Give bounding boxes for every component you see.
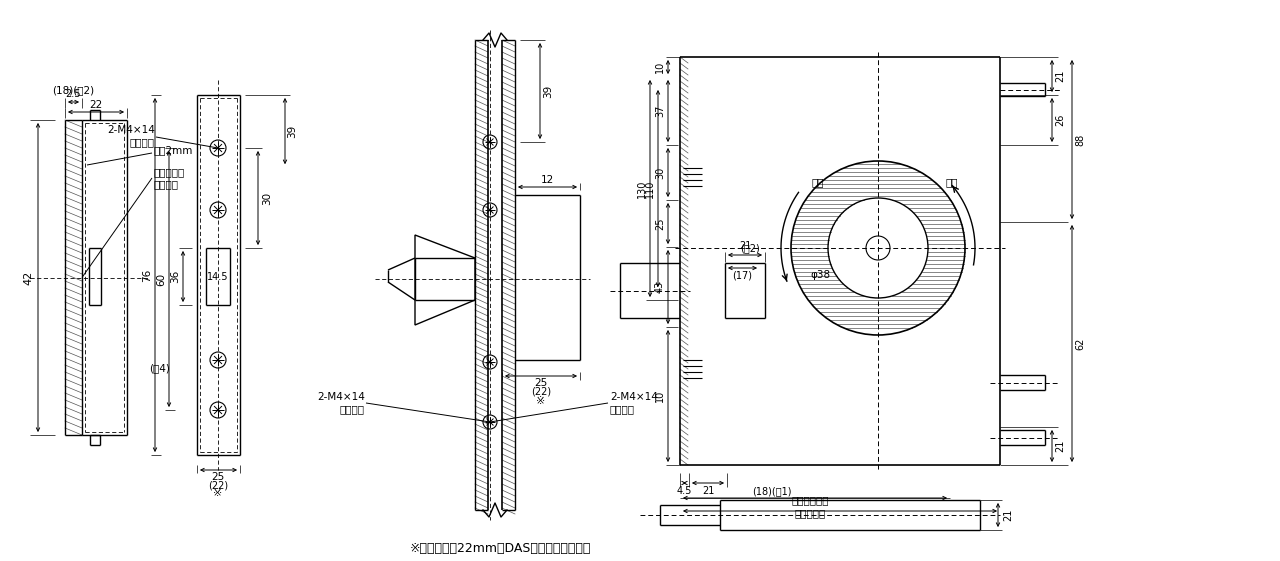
Text: 42: 42 [23, 270, 33, 284]
Text: (注2): (注2) [740, 243, 760, 253]
Text: 4.5: 4.5 [677, 486, 692, 496]
Text: センター: センター [154, 179, 178, 189]
Text: ※: ※ [214, 488, 223, 498]
Text: 62: 62 [1075, 337, 1085, 350]
Text: 25: 25 [534, 378, 548, 388]
Text: 21: 21 [739, 241, 751, 251]
Text: 2.5: 2.5 [65, 89, 81, 99]
Text: 36: 36 [170, 270, 180, 283]
Text: 解錠: 解錠 [812, 177, 824, 187]
Text: 60: 60 [156, 273, 166, 286]
Text: (22): (22) [207, 480, 228, 490]
Text: 21: 21 [1004, 509, 1012, 521]
Text: 21: 21 [1055, 440, 1065, 452]
Text: ※: ※ [536, 396, 545, 406]
Text: 12: 12 [541, 175, 554, 185]
Text: 76: 76 [142, 268, 152, 282]
Text: ※フロント幁22mmはDAS型の場合を示す。: ※フロント幁22mmはDAS型の場合を示す。 [410, 542, 590, 555]
Text: 14.5: 14.5 [207, 272, 229, 282]
Text: 88: 88 [1075, 134, 1085, 146]
Text: (18)(注2): (18)(注2) [52, 85, 93, 95]
Text: 43: 43 [655, 281, 666, 293]
Text: (22): (22) [531, 387, 552, 397]
Text: ケース深さ: ケース深さ [795, 508, 826, 518]
Text: 21: 21 [701, 486, 714, 496]
Text: 25: 25 [655, 217, 666, 230]
Text: 10: 10 [655, 61, 666, 73]
Text: 板厚2mm: 板厚2mm [154, 145, 192, 155]
Text: 30: 30 [262, 191, 273, 205]
Text: (17): (17) [732, 270, 753, 280]
Text: 30: 30 [655, 167, 666, 178]
Text: バックセット: バックセット [791, 495, 828, 505]
Text: 39: 39 [543, 84, 553, 98]
Text: 皿小ねじ: 皿小ねじ [131, 137, 155, 147]
Text: 130: 130 [637, 180, 646, 197]
Text: 37: 37 [655, 105, 666, 117]
Text: (18)(注1): (18)(注1) [753, 486, 792, 496]
Text: シリンダー: シリンダー [154, 167, 184, 177]
Text: 2-M4×14: 2-M4×14 [317, 392, 365, 402]
Text: (注4): (注4) [150, 363, 170, 373]
Text: 39: 39 [287, 125, 297, 137]
Text: 22: 22 [90, 100, 102, 110]
Text: 25: 25 [211, 472, 224, 482]
Text: 110: 110 [645, 180, 655, 197]
Text: 皿小ねじ: 皿小ねじ [340, 404, 365, 414]
Text: 10: 10 [655, 390, 666, 402]
Text: 2-M4×14: 2-M4×14 [108, 125, 155, 135]
Text: 26: 26 [1055, 114, 1065, 126]
Text: 施錠: 施錠 [946, 177, 959, 187]
Text: 2-M4×14: 2-M4×14 [611, 392, 658, 402]
Text: 21: 21 [1055, 70, 1065, 82]
Text: 皿小ねじ: 皿小ねじ [611, 404, 635, 414]
Text: φ38: φ38 [810, 270, 829, 280]
